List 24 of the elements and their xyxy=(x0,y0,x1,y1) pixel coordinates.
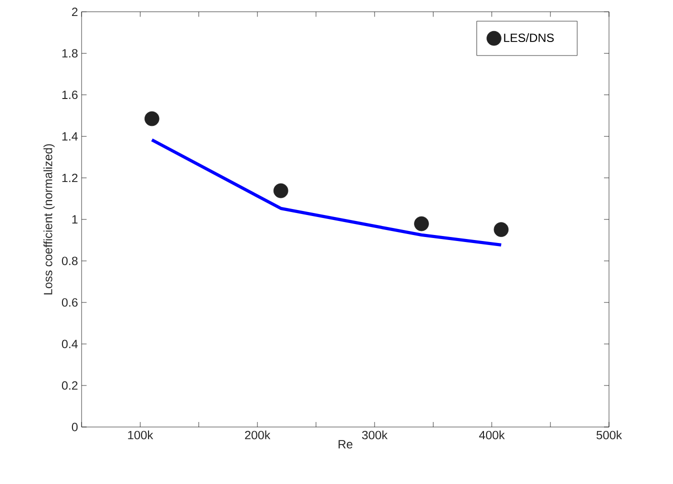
y-tick-label: 2 xyxy=(72,8,78,16)
x-tick-label: 300k xyxy=(362,430,388,440)
y-axis-title: Loss coefficient (normalized) xyxy=(43,144,55,294)
y-tick-label: 0 xyxy=(72,422,78,432)
point xyxy=(494,222,509,237)
legend-label: LES/DNS xyxy=(504,33,554,42)
point xyxy=(414,216,429,232)
x-tick-label: 500k xyxy=(596,430,622,440)
y-tick-label: 0.8 xyxy=(62,256,78,266)
x-tick-label: 400k xyxy=(479,430,505,440)
y-tick-label: 1.6 xyxy=(62,90,78,100)
y-tick-label: 0.2 xyxy=(62,381,78,390)
line-series xyxy=(150,138,503,247)
point xyxy=(273,183,288,198)
y-tick-label: 1.4 xyxy=(62,132,78,140)
y-tick-label: 1.8 xyxy=(62,49,78,58)
point xyxy=(144,111,160,126)
x-tick-label: 200k xyxy=(245,430,270,440)
x-tick-label: 100k xyxy=(128,430,154,440)
y-tick-label: 1.2 xyxy=(62,174,78,182)
x-axis-title: Re xyxy=(338,440,352,448)
y-tick-label: 1 xyxy=(72,215,78,224)
y-tick-label: 0.6 xyxy=(62,298,78,307)
y-tick-label: 0.4 xyxy=(62,340,78,348)
